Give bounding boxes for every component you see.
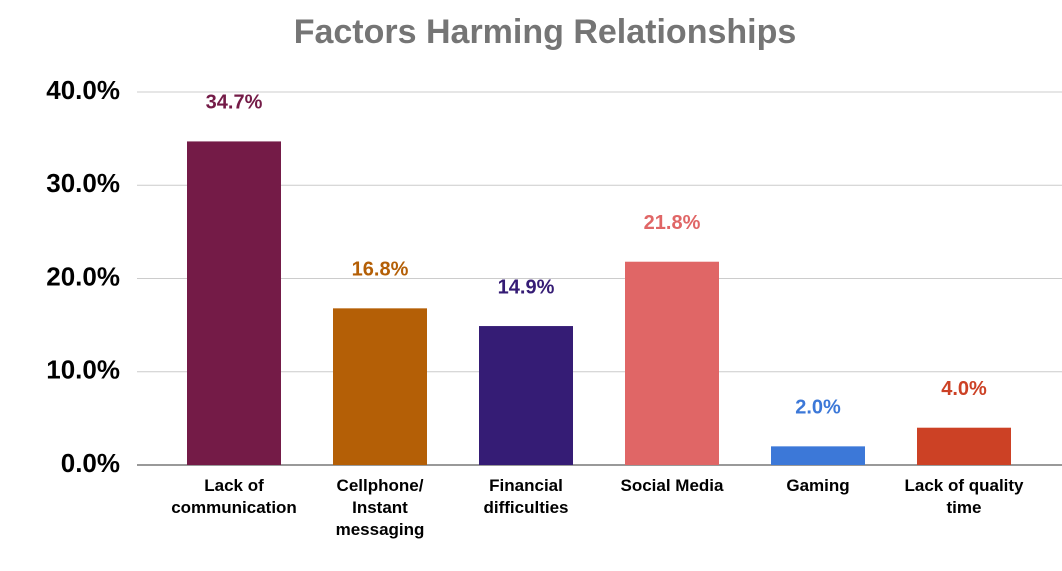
value-label: 4.0%: [941, 378, 987, 400]
bar: [771, 446, 865, 465]
y-tick-label: 0.0%: [61, 448, 120, 478]
y-tick-label: 40.0%: [46, 75, 120, 105]
x-tick-label: Gaming: [786, 476, 850, 495]
x-tick-label: Financial difficulties: [483, 476, 569, 517]
bar: [333, 308, 427, 465]
chart-title: Factors Harming Relationships: [294, 13, 797, 51]
value-label: 16.8%: [352, 259, 409, 281]
x-tick-label: Social Media: [620, 476, 724, 495]
y-tick-label: 20.0%: [46, 261, 120, 291]
bar: [479, 326, 573, 465]
bar: [917, 427, 1011, 465]
value-label: 21.8%: [644, 212, 701, 234]
value-label: 14.9%: [498, 276, 555, 298]
x-tick-label: Cellphone/ Instant messaging: [335, 476, 425, 539]
bar: [187, 141, 281, 466]
value-label: 34.7%: [206, 92, 263, 114]
bar: [625, 261, 719, 465]
y-tick-label: 10.0%: [46, 355, 120, 385]
value-label: 2.0%: [795, 397, 841, 419]
x-tick-label: Lack of quality time: [904, 476, 1024, 517]
x-tick-label: Lack of communication: [171, 476, 297, 517]
y-tick-label: 30.0%: [46, 168, 120, 198]
